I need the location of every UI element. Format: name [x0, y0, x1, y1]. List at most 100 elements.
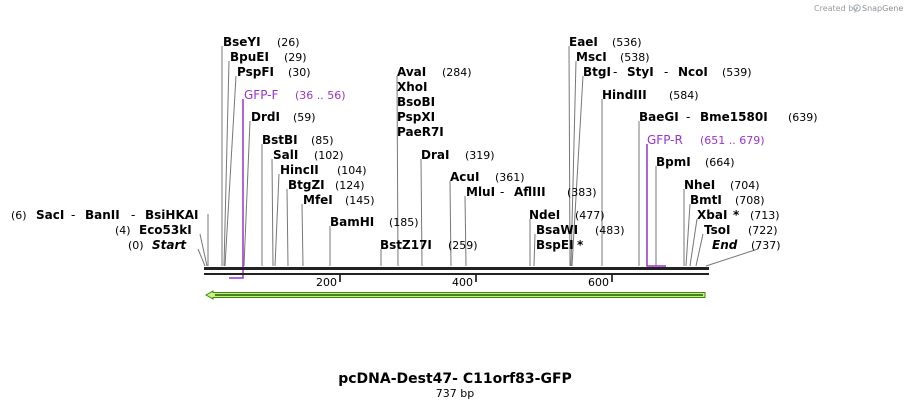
- site-bamhi[interactable]: BamHI (185): [330, 215, 419, 229]
- site-pspfi[interactable]: PspFI (30): [237, 65, 311, 79]
- site-bstbi[interactable]: BstBI (85): [262, 133, 334, 147]
- site-baegi-pos: (639): [788, 111, 818, 124]
- connector-drai: [420, 158, 423, 267]
- connector-acui: [449, 180, 452, 267]
- site-xbai[interactable]: XbaI * (713): [697, 208, 780, 222]
- site-drai-pos: (319): [465, 149, 495, 162]
- site-hindiii[interactable]: HindIII (584): [602, 88, 699, 102]
- site-acui[interactable]: AcuI (361): [450, 170, 525, 184]
- ruler: 200 400 600: [316, 275, 613, 289]
- site-bme1580i-name: Bme1580I: [700, 110, 768, 124]
- site-acui-name: AcuI: [450, 170, 479, 184]
- connector-bpuei: [223, 60, 230, 267]
- site-saci-sep2: -: [131, 208, 135, 222]
- site-msci[interactable]: MscI (538): [576, 50, 650, 64]
- site-nhei-name: NheI: [684, 178, 715, 192]
- site-tsoi[interactable]: TsoI (722): [704, 223, 778, 237]
- site-bseyi-pos: (26): [277, 36, 300, 49]
- site-drdi-name: DrdI: [251, 110, 280, 124]
- site-bmti-pos: (708): [735, 194, 765, 207]
- site-bamhi-pos: (185): [389, 216, 419, 229]
- primer-gfp-f-label: GFP-F: [244, 88, 279, 102]
- connector-mlui: [464, 195, 467, 267]
- backbone: [204, 267, 709, 275]
- credit: Created by SnapGene: [814, 4, 903, 13]
- sequence-start[interactable]: (0) Start: [128, 238, 187, 252]
- primer-gfp-f-connector: [229, 99, 244, 279]
- site-pspfi-name: PspFI: [237, 65, 274, 79]
- site-bsawi[interactable]: BsaWI (483): [536, 223, 625, 237]
- site-saci[interactable]: (6) SacI - BanII - BsiHKAI: [11, 208, 199, 222]
- site-tsoi-pos: (722): [748, 224, 778, 237]
- site-bstz17i-pos: (259): [448, 239, 478, 252]
- snapgene-logo-icon: [853, 4, 861, 12]
- connector-eaei: [568, 45, 571, 267]
- site-bspei-name: BspEI: [536, 238, 574, 252]
- site-pspxi-name: PspXI: [397, 110, 435, 124]
- site-btgi-name: BtgI: [583, 65, 611, 79]
- site-ndei[interactable]: NdeI (477): [529, 208, 605, 222]
- connector-xbai: [689, 218, 698, 267]
- site-bseyi[interactable]: BseYI (26): [223, 35, 300, 49]
- site-bstbi-pos: (85): [311, 134, 334, 147]
- site-bpuei-pos: (29): [284, 51, 307, 64]
- site-drai[interactable]: DraI (319): [421, 148, 495, 162]
- site-avai-pos: (284): [442, 66, 472, 79]
- site-hincii-name: HincII: [280, 163, 319, 177]
- primer-gfp-r[interactable]: GFP-R (651 .. 679): [646, 133, 765, 267]
- site-ndei-pos: (477): [575, 209, 605, 222]
- connector-btgzi: [286, 188, 289, 267]
- site-sali-pos: (102): [314, 149, 344, 162]
- site-mfei-name: MfeI: [303, 193, 333, 207]
- primer-gfp-f[interactable]: GFP-F (36 .. 56): [229, 88, 346, 279]
- site-xhoi-name: XhoI: [397, 80, 428, 94]
- site-mfei[interactable]: MfeI (145): [303, 193, 375, 207]
- site-bmti[interactable]: BmtI (708): [690, 193, 765, 207]
- site-bpmi-pos: (664): [705, 156, 735, 169]
- site-btgi-pos: (539): [722, 66, 752, 79]
- tick-label-600: 600: [588, 276, 609, 289]
- feature-gfp[interactable]: [204, 290, 706, 300]
- tick-label-400: 400: [452, 276, 473, 289]
- primer-gfp-r-label: GFP-R: [647, 133, 683, 147]
- site-eco53ki-pos: (4): [115, 224, 131, 237]
- site-bstz17i-name: BstZ17I: [380, 238, 432, 252]
- plasmid-length: 737 bp: [436, 387, 474, 400]
- credit-text: Created by: [814, 4, 858, 13]
- site-bsawi-pos: (483): [595, 224, 625, 237]
- primer-gfp-f-range: (36 .. 56): [295, 89, 346, 102]
- site-mlui-name: MluI: [466, 185, 495, 199]
- primer-gfp-r-connector: [646, 144, 666, 267]
- site-bspei[interactable]: BspEI *: [536, 238, 584, 252]
- site-btgzi-name: BtgZI: [288, 178, 325, 192]
- primer-gfp-r-range: (651 .. 679): [700, 134, 765, 147]
- site-btgzi[interactable]: BtgZI (124): [288, 178, 365, 192]
- site-sali[interactable]: SalI (102): [273, 148, 344, 162]
- site-bpuei[interactable]: BpuEI (29): [230, 50, 307, 64]
- site-nhei[interactable]: NheI (704): [684, 178, 760, 192]
- site-eaei[interactable]: EaeI (536): [569, 35, 642, 49]
- site-bstz17i[interactable]: BstZ17I (259): [380, 238, 478, 252]
- site-hincii-pos: (104): [337, 164, 367, 177]
- connector-avai: [396, 75, 399, 267]
- site-mlui[interactable]: MluI - AflIII (383): [466, 185, 597, 199]
- credit-brand: SnapGene: [862, 4, 903, 13]
- site-hindiii-pos: (584): [669, 89, 699, 102]
- start-label: Start: [152, 238, 187, 252]
- site-xbai-name: XbaI: [697, 208, 727, 222]
- site-btgi[interactable]: BtgI - StyI - NcoI (539): [583, 65, 752, 79]
- site-bsihkai-name: BsiHKAI: [145, 208, 199, 222]
- site-bpmi[interactable]: BpmI (664): [656, 155, 735, 169]
- sequence-end[interactable]: End (737): [712, 238, 781, 252]
- connector-drdi: [243, 120, 251, 267]
- site-hincii[interactable]: HincII (104): [280, 163, 367, 177]
- site-avai[interactable]: AvaI (284) XhoI BsoBI PspXI PaeR7I: [397, 65, 472, 139]
- connector-start: [197, 248, 206, 267]
- site-baegi[interactable]: BaeGI - Bme1580I (639): [639, 110, 818, 124]
- site-ncoi-name: NcoI: [678, 65, 708, 79]
- site-drdi[interactable]: DrdI (59): [251, 110, 316, 124]
- connector-pspfi: [224, 75, 237, 267]
- site-bpuei-name: BpuEI: [230, 50, 269, 64]
- site-eco53ki[interactable]: (4) Eco53kI: [115, 223, 192, 237]
